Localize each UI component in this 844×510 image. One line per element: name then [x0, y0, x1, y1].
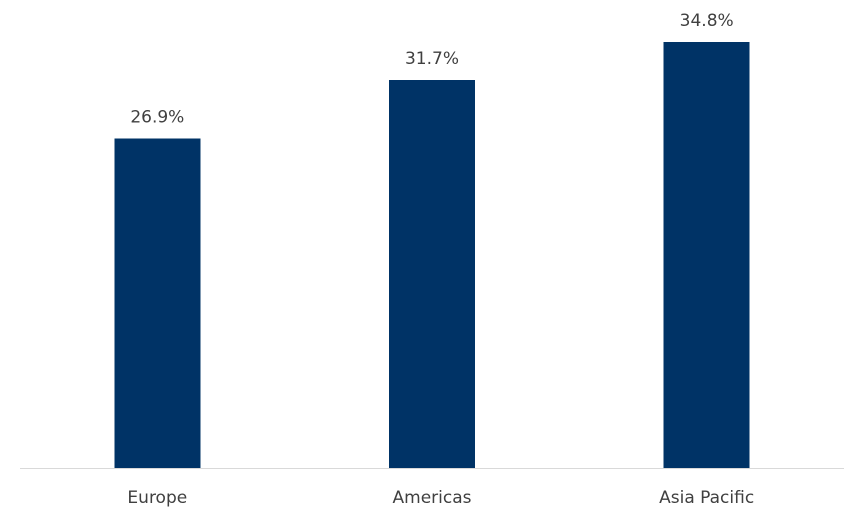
- category-labels-group: Europe Americas Asia Pacific: [127, 488, 754, 508]
- bar-europe: [114, 138, 201, 468]
- category-label-europe: Europe: [127, 488, 187, 508]
- data-label-europe: 26.9%: [130, 108, 184, 128]
- bars-group: [114, 42, 750, 468]
- bar-asia-pacific: [663, 42, 750, 468]
- data-label-americas: 31.7%: [405, 49, 459, 69]
- category-label-asia-pacific: Asia Pacific: [659, 488, 754, 508]
- data-label-asia-pacific: 34.8%: [680, 11, 734, 31]
- data-labels-group: 26.9% 31.7% 34.8%: [130, 11, 733, 128]
- category-label-americas: Americas: [393, 488, 472, 508]
- bar-americas: [389, 79, 475, 468]
